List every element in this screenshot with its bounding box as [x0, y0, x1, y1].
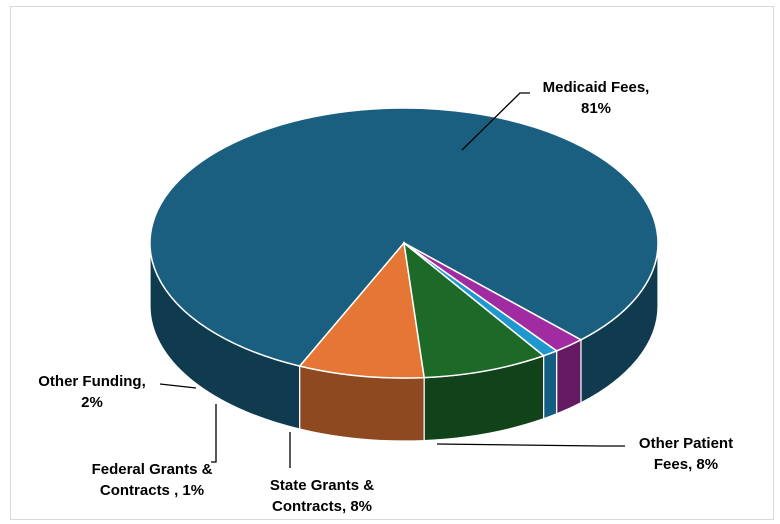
- data-label-line: Fees, 8%: [654, 456, 718, 473]
- data-label-line: 2%: [81, 394, 103, 411]
- data-label-other-funding: Other Funding, 2%: [38, 373, 145, 411]
- data-label-other-patient-fees: Other Patient Fees, 8%: [639, 435, 733, 473]
- pie-side-other-funding: [556, 338, 582, 415]
- data-label-line: Contracts, 8%: [272, 498, 372, 515]
- pie-slice-other-patient-fees: [298, 241, 426, 379]
- leader-line-medicaid-fees: [461, 92, 530, 151]
- data-label-line: State Grants &: [270, 477, 374, 494]
- data-label-line: Other Patient: [639, 435, 733, 452]
- data-label-line: Other Funding,: [38, 373, 145, 390]
- data-label-line: 81%: [581, 100, 611, 117]
- data-label-line: Contracts , 1%: [100, 482, 204, 499]
- data-label-line: Federal Grants &: [92, 461, 213, 478]
- pie-side-federal-grants-and-contracts: [543, 349, 558, 420]
- leader-line-federal-grants-and-contracts: [211, 404, 217, 463]
- leader-line-other-patient-fees: [436, 443, 625, 447]
- pie-slice-other-funding: [403, 242, 583, 352]
- leader-line-other-funding: [159, 383, 197, 389]
- data-label-federal-grants-and-contracts: Federal Grants & Contracts , 1%: [92, 461, 213, 499]
- data-label-medicaid-fees: Medicaid Fees, 81%: [543, 79, 650, 117]
- pie-slice-medicaid-fees: [149, 107, 659, 367]
- data-label-line: Medicaid Fees,: [543, 79, 650, 96]
- data-label-state-grants-and-contracts: State Grants & Contracts, 8%: [270, 477, 374, 515]
- pie-slice-state-grants-and-contracts: [402, 241, 546, 379]
